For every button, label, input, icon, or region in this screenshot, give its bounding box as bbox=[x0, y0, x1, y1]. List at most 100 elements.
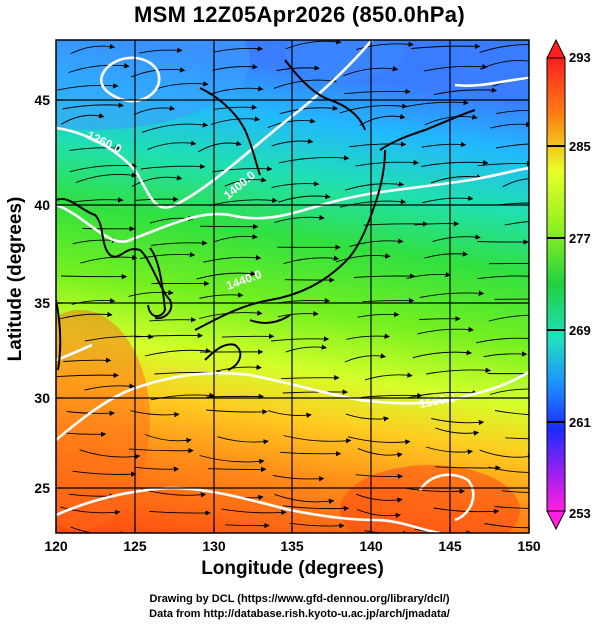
x-tick-label: 120 bbox=[44, 538, 68, 554]
streamline bbox=[198, 140, 242, 153]
streamline bbox=[345, 181, 405, 191]
streamline bbox=[150, 392, 215, 401]
streamline bbox=[139, 47, 183, 54]
streamline bbox=[339, 198, 407, 208]
streamline bbox=[347, 436, 411, 445]
streamline bbox=[70, 43, 116, 55]
streamline bbox=[421, 141, 467, 148]
streamline bbox=[477, 160, 529, 167]
y-tick-label: 40 bbox=[34, 197, 50, 213]
streamline bbox=[414, 528, 472, 533]
streamline bbox=[281, 375, 340, 381]
streamline bbox=[216, 364, 262, 372]
streamline bbox=[502, 178, 529, 188]
streamline bbox=[279, 155, 350, 164]
streamline bbox=[433, 87, 498, 96]
streamline bbox=[221, 508, 287, 516]
streamline bbox=[84, 383, 135, 391]
streamline bbox=[128, 289, 174, 297]
streamline bbox=[62, 102, 124, 110]
height-contours bbox=[56, 40, 529, 533]
credit-drawing: Drawing by DCL (https://www.gfd-dennou.o… bbox=[149, 593, 450, 605]
streamline bbox=[147, 140, 197, 150]
streamline bbox=[267, 118, 316, 129]
streamline bbox=[206, 409, 268, 415]
streamline bbox=[141, 122, 209, 133]
streamline bbox=[59, 311, 113, 320]
streamline bbox=[274, 493, 335, 505]
wind-streamlines bbox=[56, 40, 529, 533]
streamline bbox=[134, 332, 204, 339]
colorbar-top-arrow bbox=[546, 38, 566, 59]
streamline bbox=[335, 253, 391, 263]
streamline bbox=[283, 255, 340, 265]
streamline bbox=[209, 197, 278, 206]
streamline bbox=[199, 455, 265, 465]
streamline bbox=[60, 273, 128, 280]
streamline bbox=[131, 175, 183, 187]
x-tick-label: 135 bbox=[280, 538, 304, 554]
streamline bbox=[214, 233, 258, 243]
x-tick-label: 130 bbox=[202, 538, 226, 554]
streamline bbox=[356, 508, 401, 519]
streamline bbox=[224, 177, 267, 187]
streamline bbox=[483, 351, 528, 358]
streamline bbox=[70, 197, 124, 203]
streamline bbox=[504, 221, 529, 226]
y-tick-label: 45 bbox=[34, 92, 50, 108]
streamline bbox=[154, 81, 209, 90]
y-axis-label: Latitude (degrees) bbox=[5, 196, 26, 362]
streamline bbox=[273, 78, 338, 89]
streamline bbox=[274, 214, 325, 223]
streamline bbox=[206, 393, 265, 400]
colorbar-label: 253 bbox=[569, 506, 591, 521]
streamline bbox=[217, 436, 269, 445]
streamline bbox=[357, 311, 400, 318]
x-tick-label: 145 bbox=[438, 538, 462, 554]
streamline bbox=[139, 252, 196, 260]
streamline bbox=[355, 473, 404, 480]
streamline bbox=[279, 105, 339, 115]
streamline bbox=[277, 193, 331, 203]
streamline bbox=[505, 437, 529, 440]
streamline bbox=[349, 141, 407, 148]
streamline bbox=[430, 174, 483, 184]
streamline bbox=[406, 99, 469, 107]
streamline bbox=[276, 65, 320, 71]
streamline bbox=[426, 367, 491, 375]
streamline bbox=[149, 317, 197, 323]
y-axis: 25 30 35 40 45 bbox=[34, 92, 63, 496]
streamline bbox=[271, 181, 320, 189]
streamline bbox=[285, 40, 342, 50]
streamline bbox=[362, 297, 415, 304]
streamline bbox=[60, 113, 105, 125]
colorbar: 293 285 277 269 261 253 bbox=[546, 38, 591, 531]
streamline bbox=[364, 530, 409, 533]
coastlines bbox=[56, 59, 476, 371]
streamline bbox=[357, 448, 403, 458]
streamline bbox=[359, 113, 406, 126]
streamline bbox=[477, 273, 529, 280]
streamline bbox=[212, 63, 258, 71]
x-axis-label: Longitude (degrees) bbox=[201, 558, 384, 579]
streamline bbox=[344, 88, 411, 95]
streamline bbox=[63, 357, 112, 363]
streamline bbox=[225, 522, 270, 529]
colorbar-label: 293 bbox=[569, 50, 591, 65]
streamline bbox=[421, 195, 474, 204]
streamline bbox=[69, 145, 121, 151]
streamline bbox=[63, 431, 107, 437]
streamline bbox=[144, 434, 192, 444]
streamline bbox=[150, 240, 208, 246]
streamline bbox=[476, 337, 529, 344]
streamline bbox=[435, 465, 501, 471]
streamline bbox=[435, 427, 480, 436]
streamline bbox=[60, 506, 121, 516]
streamline bbox=[70, 526, 126, 533]
streamline bbox=[424, 114, 478, 126]
streamline bbox=[267, 410, 312, 418]
streamline bbox=[135, 196, 179, 202]
streamline bbox=[353, 273, 416, 279]
y-tick-label: 30 bbox=[34, 390, 50, 406]
streamline bbox=[414, 220, 460, 227]
